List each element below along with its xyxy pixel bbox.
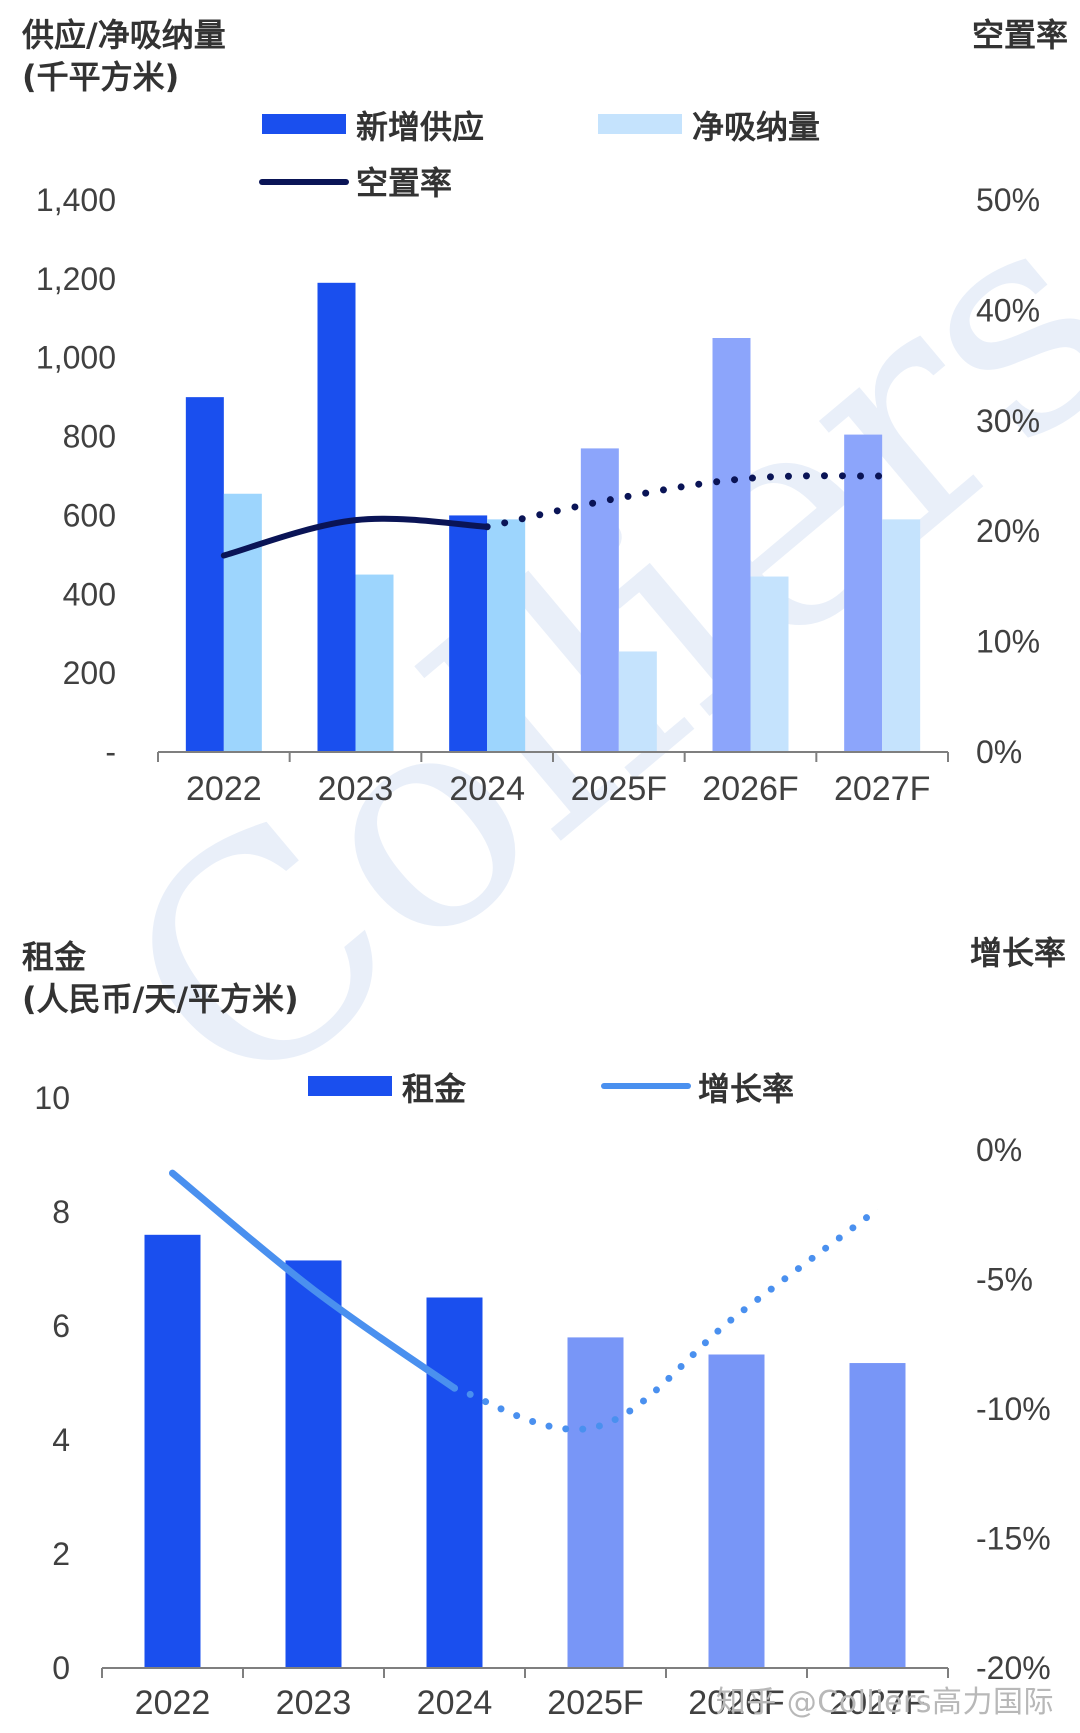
y2-tick-label: 0% xyxy=(976,1132,1022,1168)
y-tick-label: 0 xyxy=(52,1650,70,1686)
x-tick-label: 2023 xyxy=(276,1684,352,1722)
x-tick-label: 2022 xyxy=(135,1684,211,1722)
bar-supply xyxy=(185,397,224,752)
y-tick-label: 8 xyxy=(52,1194,70,1230)
bar-rent xyxy=(426,1297,483,1668)
credit-text: 知乎 @Colliers高力国际 xyxy=(715,1685,1054,1720)
bar-absorption xyxy=(882,519,921,752)
legend-swatch-rent xyxy=(308,1076,392,1096)
legend-label-vacancy: 空置率 xyxy=(356,164,452,202)
legend-label-growth: 增长率 xyxy=(698,1070,794,1108)
x-tick-label: 2025F xyxy=(571,770,667,808)
y2-tick-label: 40% xyxy=(976,292,1040,328)
x-tick-label: 2024 xyxy=(417,1684,493,1722)
y2-tick-label: -15% xyxy=(976,1520,1051,1556)
y-tick-label: 200 xyxy=(63,655,116,691)
bar-rent xyxy=(285,1260,342,1668)
y2-tick-label: 10% xyxy=(976,624,1040,660)
y-axis-title-line-1: 供应/净吸纳量 xyxy=(22,16,226,54)
y2-tick-label: 50% xyxy=(976,182,1040,218)
legend-label-absorption: 净吸纳量 xyxy=(692,108,820,146)
x-tick-label: 2027F xyxy=(834,770,930,808)
y2-tick-label: 30% xyxy=(976,403,1040,439)
y2-axis-title: 空置率 xyxy=(972,16,1068,54)
legend-swatch-supply xyxy=(262,114,346,134)
legend-label-supply: 新增供应 xyxy=(356,108,484,146)
y-tick-label: - xyxy=(105,734,116,770)
y-tick-label: 10 xyxy=(34,1080,70,1116)
y-tick-label: 1,200 xyxy=(36,261,116,297)
y-axis-title-line-2: (千平方米) xyxy=(22,58,179,96)
x-tick-label: 2024 xyxy=(449,770,525,808)
bar-absorption xyxy=(355,574,394,752)
y2-tick-label: -5% xyxy=(976,1261,1033,1297)
bar-supply xyxy=(449,515,488,752)
y2-tick-label: 20% xyxy=(976,513,1040,549)
bar-rent xyxy=(144,1234,201,1668)
legend-label-rent: 租金 xyxy=(402,1070,467,1108)
legend-swatch-absorption xyxy=(598,114,682,134)
bar-rent xyxy=(708,1354,765,1668)
x-tick-label: 2027F xyxy=(829,1684,925,1722)
x-tick-label: 2026F xyxy=(702,770,798,808)
bar-rent xyxy=(849,1363,906,1668)
bar-absorption xyxy=(750,576,789,752)
y-tick-label: 400 xyxy=(63,576,116,612)
y-tick-label: 6 xyxy=(52,1308,70,1344)
y-tick-label: 1,000 xyxy=(36,340,116,376)
bar-absorption xyxy=(487,519,526,752)
y2-tick-label: -20% xyxy=(976,1650,1051,1686)
y-axis-title-line-1: 租金 xyxy=(22,938,87,976)
bar-absorption xyxy=(223,493,262,752)
x-tick-label: 2022 xyxy=(186,770,262,808)
bar-supply xyxy=(712,338,751,752)
y2-axis-title: 增长率 xyxy=(970,934,1066,972)
bar-supply xyxy=(580,448,619,752)
y-tick-label: 1,400 xyxy=(36,182,116,218)
bar-supply xyxy=(317,282,356,752)
bar-supply xyxy=(844,434,883,752)
growth-line-forecast xyxy=(451,1205,881,1433)
y-tick-label: 800 xyxy=(63,419,116,455)
y2-tick-label: -10% xyxy=(976,1391,1051,1427)
y-axis-title-line-2: (人民币/天/平方米) xyxy=(22,980,299,1018)
vacancy-line-forecast xyxy=(483,472,886,531)
bar-rent xyxy=(567,1337,624,1668)
y-tick-label: 600 xyxy=(63,497,116,533)
bar-absorption xyxy=(618,651,657,752)
y-tick-label: 4 xyxy=(52,1422,70,1458)
y2-tick-label: 0% xyxy=(976,734,1022,770)
y-tick-label: 2 xyxy=(52,1536,70,1572)
x-tick-label: 2023 xyxy=(318,770,394,808)
x-tick-label: 2025F xyxy=(547,1684,643,1722)
x-tick-label: 2026F xyxy=(688,1684,784,1722)
